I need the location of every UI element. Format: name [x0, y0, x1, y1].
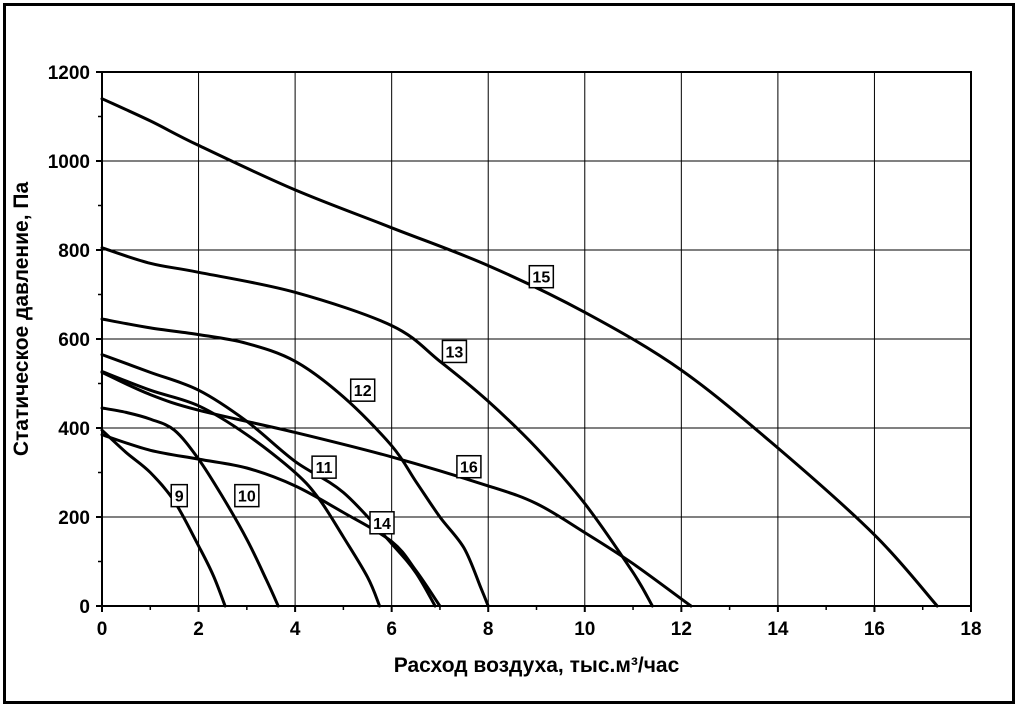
x-tick-label: 8 [483, 619, 494, 640]
x-tick-label: 0 [97, 619, 108, 640]
curve-label-box [441, 339, 468, 364]
axis-ticks: 0 2 4 6 8 10 12 14 16 18 0 200 400 600 800 1000 1200 [48, 63, 982, 640]
curve-label-text: 16 [460, 460, 478, 477]
curve-label-10: 10 [234, 483, 260, 508]
curve-label-9: 9 [170, 483, 188, 508]
curve-label-box [528, 264, 555, 289]
curve-label-14: 14 [369, 511, 395, 535]
y-tick-label: 800 [58, 241, 90, 262]
plot-area-border [101, 71, 972, 607]
x-tick-label: 2 [193, 619, 204, 640]
x-tick-label: 18 [960, 619, 981, 640]
curve-label-16: 16 [456, 454, 482, 479]
y-axis-label: Статическое давление, Па [10, 182, 33, 457]
y-tick-label: 600 [58, 330, 90, 351]
curve-label-box [456, 454, 482, 479]
curve-label-text: 12 [354, 383, 372, 400]
x-tick-label: 12 [671, 619, 692, 640]
x-tick-label: 10 [574, 619, 595, 640]
curve-label-text: 10 [238, 489, 256, 506]
y-tick-label: 400 [58, 419, 90, 440]
curve-label-box [170, 483, 188, 508]
curve-label-13: 13 [441, 339, 468, 364]
curve-label-box [349, 378, 376, 402]
x-tick-label: 4 [290, 619, 301, 640]
curve-label-box [234, 483, 260, 508]
curve-labels: 9 10 11 12 13 14 15 16 [170, 264, 555, 535]
x-tick-label: 6 [386, 619, 397, 640]
series-line-13 [100, 317, 490, 608]
chart-frame [3, 3, 1015, 704]
x-axis-label: Расход воздуха, тыс.м³/час [394, 654, 680, 677]
y-tick-label: 0 [79, 597, 90, 618]
x-tick-label: 14 [767, 619, 789, 640]
curve-label-text: 14 [373, 516, 391, 533]
y-tick-label: 200 [58, 508, 90, 529]
series-line-16 [100, 246, 654, 608]
series-line [100, 370, 693, 608]
curve-label-text: 9 [175, 489, 184, 506]
curves [100, 97, 939, 608]
curve-label-box [369, 511, 395, 535]
series-line-14 [100, 433, 442, 608]
curve-label-text: 13 [446, 344, 464, 361]
curve-label-text: 11 [316, 460, 333, 477]
y-tick-label: 1000 [48, 152, 90, 173]
curve-label-box [311, 455, 337, 479]
series-line-12 [100, 353, 437, 608]
y-tick-label: 1200 [48, 63, 90, 84]
series-line-11 [100, 370, 382, 608]
series-line-9 [100, 428, 227, 608]
x-tick-label: 16 [864, 619, 885, 640]
series-line-15 [100, 97, 939, 608]
curve-label-12: 12 [349, 378, 376, 402]
curve-label-text: 15 [532, 270, 550, 287]
curve-label-11: 11 [311, 455, 337, 479]
curve-label-15: 15 [528, 264, 555, 289]
